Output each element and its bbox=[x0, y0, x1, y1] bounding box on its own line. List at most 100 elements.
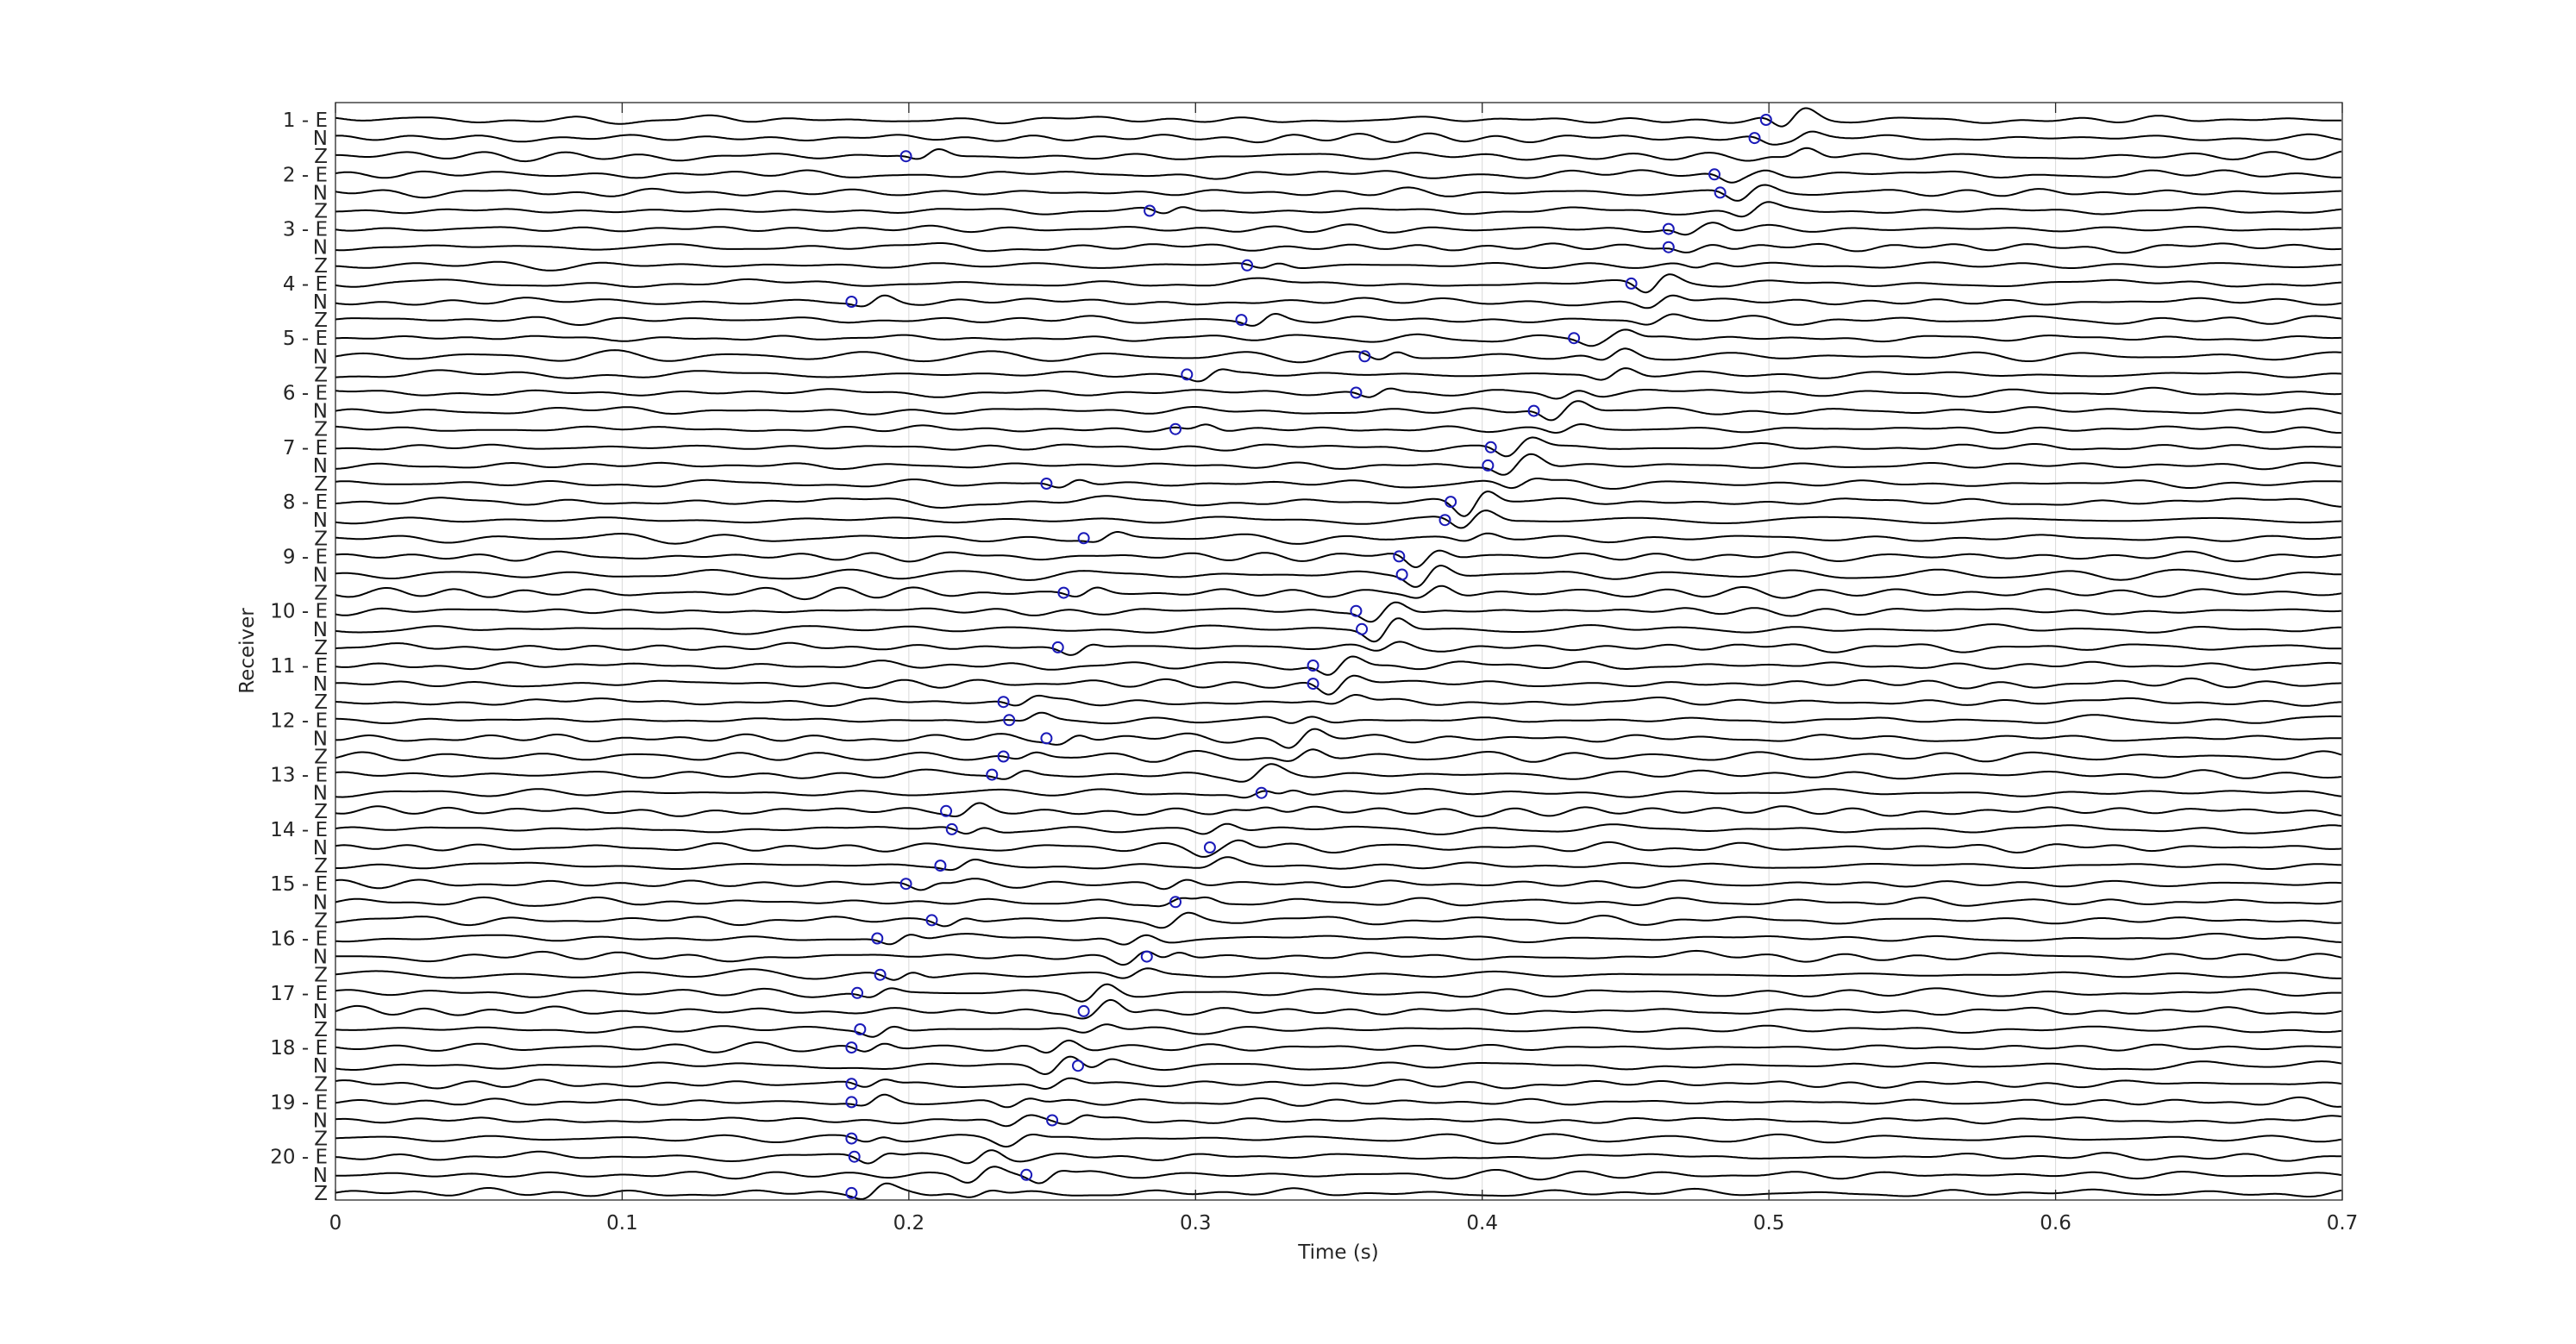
pick-marker bbox=[1144, 204, 1156, 217]
receiver-label: 16 - E bbox=[270, 928, 328, 951]
pick-marker bbox=[1235, 314, 1248, 327]
receiver-label: 12 - E bbox=[270, 710, 328, 732]
receiver-label: 9 - E bbox=[283, 546, 328, 568]
seismic-trace bbox=[335, 711, 2342, 725]
pick-marker bbox=[1527, 404, 1540, 417]
pick-marker bbox=[986, 768, 999, 781]
receiver-label: Z bbox=[314, 1019, 328, 1041]
pick-marker bbox=[851, 986, 864, 999]
seismic-trace bbox=[335, 1055, 2342, 1076]
seismic-trace bbox=[335, 260, 2342, 272]
pick-marker bbox=[871, 932, 884, 945]
receiver-label: Z bbox=[314, 309, 328, 332]
seismic-trace bbox=[335, 787, 2342, 799]
seismic-trace bbox=[335, 478, 2342, 490]
pick-marker bbox=[1759, 114, 1772, 126]
pick-marker bbox=[1051, 641, 1064, 653]
seismic-trace bbox=[335, 294, 2342, 309]
seismic-trace bbox=[335, 1182, 2342, 1200]
pick-marker bbox=[1625, 277, 1638, 290]
pick-marker bbox=[997, 696, 1010, 709]
seismic-trace bbox=[335, 1114, 2342, 1128]
pick-marker bbox=[845, 1096, 858, 1109]
receiver-label: 4 - E bbox=[283, 273, 328, 296]
seismic-trace bbox=[335, 531, 2342, 545]
seismic-trace bbox=[335, 169, 2341, 184]
receiver-label: Z bbox=[314, 965, 328, 987]
seismic-trace bbox=[335, 911, 2342, 929]
receiver-label: N bbox=[313, 1165, 328, 1187]
x-tick-label: 0.5 bbox=[1753, 1212, 1785, 1235]
pick-marker bbox=[1307, 678, 1319, 691]
receiver-label: Z bbox=[314, 691, 328, 714]
plot-area bbox=[335, 103, 2342, 1200]
seismic-trace bbox=[335, 147, 2342, 163]
receiver-label: N bbox=[313, 401, 328, 423]
pick-marker bbox=[1350, 604, 1363, 617]
seismic-trace bbox=[335, 1023, 2342, 1038]
y-axis-label: Receiver bbox=[236, 608, 259, 694]
pick-marker bbox=[1307, 659, 1319, 672]
receiver-label: 7 - E bbox=[283, 437, 328, 459]
pick-marker bbox=[1748, 132, 1761, 145]
seismic-trace bbox=[335, 802, 2342, 818]
seismic-trace bbox=[335, 130, 2342, 146]
receiver-label: 18 - E bbox=[270, 1037, 328, 1060]
pick-marker bbox=[1568, 332, 1581, 345]
seismic-trace bbox=[335, 490, 2342, 517]
pick-marker bbox=[848, 1150, 861, 1163]
receiver-label: Z bbox=[314, 637, 328, 659]
pick-marker bbox=[1662, 241, 1675, 253]
pick-marker bbox=[1255, 786, 1268, 799]
receiver-label: Z bbox=[314, 528, 328, 550]
pick-marker bbox=[845, 1132, 858, 1145]
receiver-label: Z bbox=[314, 747, 328, 769]
pick-marker bbox=[1714, 186, 1727, 199]
pick-marker bbox=[874, 968, 887, 981]
receiver-label: Z bbox=[314, 1183, 328, 1205]
receiver-label: Z bbox=[314, 910, 328, 932]
receiver-label: N bbox=[313, 182, 328, 204]
pick-marker bbox=[1003, 714, 1016, 727]
seismic-trace bbox=[335, 856, 2342, 872]
seismic-trace bbox=[335, 242, 2342, 254]
seismic-trace bbox=[335, 564, 2341, 588]
receiver-label: N bbox=[313, 237, 328, 259]
seismic-trace bbox=[335, 617, 2341, 643]
receiver-label: Z bbox=[314, 801, 328, 823]
receiver-label: 6 - E bbox=[283, 383, 328, 405]
receiver-label: N bbox=[313, 565, 328, 587]
receiver-label: 8 - E bbox=[283, 491, 328, 514]
pick-marker bbox=[854, 1023, 867, 1035]
pick-marker bbox=[1484, 441, 1497, 453]
pick-layer bbox=[845, 114, 1772, 1199]
pick-marker bbox=[899, 150, 912, 163]
receiver-label: Z bbox=[314, 1073, 328, 1096]
seismic-trace bbox=[335, 312, 2342, 327]
seismic-trace bbox=[335, 694, 2341, 707]
seismic-trace bbox=[335, 549, 2342, 569]
seismic-trace bbox=[335, 674, 2341, 696]
seismic-trace bbox=[335, 453, 2342, 476]
seismic-trace bbox=[335, 273, 2342, 294]
pick-marker bbox=[1445, 496, 1457, 509]
receiver-label: N bbox=[313, 783, 328, 805]
pick-marker bbox=[1140, 950, 1153, 963]
seismic-trace bbox=[335, 1039, 2342, 1054]
receiver-label: N bbox=[313, 1001, 328, 1023]
pick-marker bbox=[997, 750, 1010, 763]
receiver-label: 3 - E bbox=[283, 219, 328, 241]
x-tick-label: 0.3 bbox=[1180, 1212, 1212, 1235]
receiver-label: Z bbox=[314, 583, 328, 605]
receiver-label: Z bbox=[314, 364, 328, 386]
pick-marker bbox=[1077, 1004, 1090, 1017]
pick-marker bbox=[1071, 1060, 1084, 1072]
receiver-label: 17 - E bbox=[270, 983, 328, 1005]
seismic-trace bbox=[335, 1166, 2342, 1185]
seismic-trace bbox=[335, 933, 2342, 946]
receiver-label: 5 - E bbox=[283, 328, 328, 350]
receiver-label: 1 - E bbox=[283, 109, 328, 132]
seismic-trace bbox=[335, 641, 2342, 656]
pick-marker bbox=[845, 296, 858, 308]
